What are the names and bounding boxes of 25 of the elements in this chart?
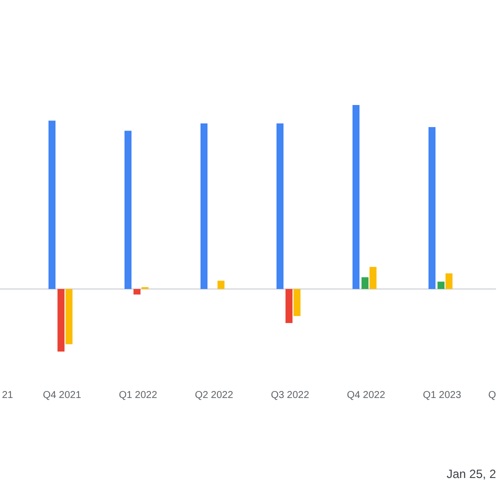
x-tick-label: Q4 2022 (346, 390, 386, 401)
bar (370, 266, 376, 289)
bar (124, 130, 132, 289)
x-tick-label: Q1 2023 (422, 390, 462, 401)
x-tick-label: Q1 2022 (118, 390, 158, 401)
bar (362, 277, 368, 289)
bar (446, 273, 452, 289)
bar (58, 289, 64, 352)
bar (352, 105, 360, 289)
bar (286, 289, 292, 324)
bar (294, 289, 300, 316)
x-tick-label: 21 (2, 390, 14, 401)
bar (134, 289, 140, 295)
bar (48, 120, 56, 289)
bar (66, 289, 72, 344)
x-tick-label: Q2 2022 (194, 390, 234, 401)
bar (276, 123, 284, 289)
bar (438, 282, 444, 289)
bar (428, 127, 436, 289)
x-tick-label: Q (488, 390, 496, 401)
text: Jan 25, 2 (446, 467, 496, 481)
x-tick-label: Q3 2022 (270, 390, 310, 401)
bar (218, 280, 224, 289)
bar (200, 123, 208, 289)
x-tick-label: Q4 2021 (42, 390, 82, 401)
